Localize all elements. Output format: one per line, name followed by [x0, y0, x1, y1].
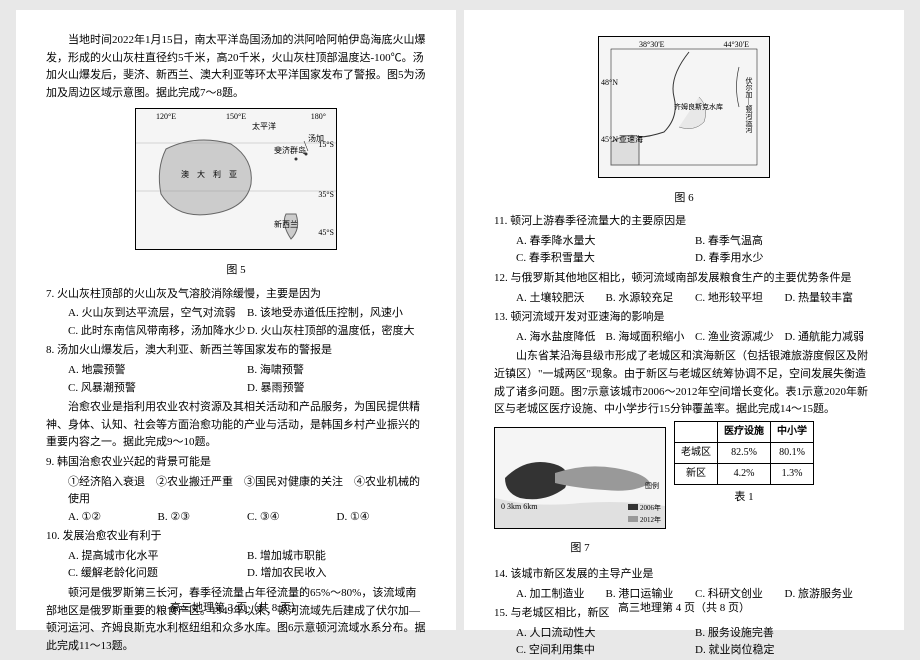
q9-stem: 9. 韩国治愈农业兴起的背景可能是: [46, 454, 426, 472]
q15-A: A. 人口流动性大: [516, 625, 695, 643]
place-qml: 齐姆良斯克水库: [674, 102, 723, 113]
table-1: 医疗设施 中小学 老城区 82.5% 80.1% 新区 4.2% 1.3%: [674, 421, 814, 485]
lat-label: 35°S: [318, 189, 334, 202]
q13-D: D. 通航能力减弱: [785, 329, 875, 347]
page-3: 当地时间2022年1月15日，南太平洋岛国汤加的洪阿哈阿帕伊岛海底火山爆发，形成…: [16, 10, 456, 630]
q10-A: A. 提高城市化水平: [68, 548, 247, 566]
q13-B: B. 海域面积缩小: [606, 329, 696, 347]
figure-7: 图例 2006年 2012年 0 3km 6km: [494, 427, 666, 535]
q13-C: C. 渔业资源减少: [695, 329, 785, 347]
row-new-sch: 1.3%: [771, 463, 814, 484]
row-old-label: 老城区: [675, 442, 718, 463]
q11-stem: 11. 顿河上游春季径流量大的主要原因是: [494, 213, 874, 231]
q12-D: D. 热量较丰富: [785, 290, 875, 308]
legend-2012: 2012年: [640, 516, 661, 524]
q10-D: D. 增加农民收入: [247, 565, 426, 583]
lon-label: 150°E: [226, 111, 246, 124]
table1-label: 表 1: [674, 489, 814, 507]
page-4: 38°30'E 44°30'E 45°N 48°N 亚速海 齐姆良斯克水库 伏尔…: [464, 10, 904, 630]
row-old-med: 82.5%: [718, 442, 771, 463]
lon-label: 44°30'E: [723, 39, 749, 52]
place-fiji: 斐济群岛: [274, 145, 306, 158]
q8-B: B. 海啸预警: [247, 362, 426, 380]
q10-stem: 10. 发展治愈农业有利于: [46, 528, 426, 546]
th-blank: [675, 421, 718, 442]
place-newzealand: 新西兰: [274, 219, 298, 232]
lat-label: 45°N: [601, 134, 618, 147]
lon-label: 38°30'E: [639, 39, 665, 52]
figure-5: 120°E 150°E 180° 15°S 35°S 45°S 澳 大 利 亚 …: [46, 108, 426, 256]
q7-D: D. 火山灰柱顶部的温度低，密度大: [247, 323, 426, 341]
lat-label: 45°S: [318, 227, 334, 240]
legend-2006: 2006年: [640, 504, 661, 512]
q15-B: B. 服务设施完善: [695, 625, 874, 643]
q14-stem: 14. 该城市新区发展的主导产业是: [494, 566, 874, 584]
passage-korea: 治愈农业是指利用农业农村资源及其相关活动和产品服务，为国民提供精神、身体、认知、…: [46, 399, 426, 452]
passage-tonga: 当地时间2022年1月15日，南太平洋岛国汤加的洪阿哈阿帕伊岛海底火山爆发，形成…: [46, 32, 426, 102]
q8-C: C. 风暴潮预警: [68, 380, 247, 398]
q13-stem: 13. 顿河流域开发对亚速海的影响是: [494, 309, 874, 327]
q7-A: A. 火山灰到达平流层，空气对流弱: [68, 305, 247, 323]
q12-B: B. 水源较充足: [606, 290, 696, 308]
q9-B: B. ②③: [158, 509, 248, 527]
q8-A: A. 地震预警: [68, 362, 247, 380]
fig7-scale: 0 3km 6km: [501, 501, 537, 514]
svg-text:图例: 图例: [645, 481, 659, 490]
passage-donriver: 顿河是俄罗斯第三长河，春季径流量占年径流量的65%～80%，该流域南部地区是俄罗…: [46, 585, 426, 655]
q7-stem: 7. 火山灰柱顶部的火山灰及气溶胶消除缓慢，主要是因为: [46, 286, 426, 304]
q8-D: D. 暴雨预警: [247, 380, 426, 398]
passage-shandong: 山东省某沿海县级市形成了老城区和滨海新区（包括银滩旅游度假区及附近镇区）"一城两…: [494, 348, 874, 418]
q8-stem: 8. 汤加火山爆发后，澳大利亚、新西兰等国家发布的警报是: [46, 342, 426, 360]
place-tonga: 汤加: [308, 133, 324, 146]
page3-footer: 高三地理第 3 页（共 8 页）: [16, 600, 456, 618]
page4-footer: 高三地理第 4 页（共 8 页）: [464, 600, 904, 618]
fig5-label: 图 5: [46, 262, 426, 280]
q12-A: A. 土壤较肥沃: [516, 290, 606, 308]
place-azov: 亚速海: [619, 134, 643, 147]
q10-B: B. 增加城市职能: [247, 548, 426, 566]
place-pacific: 太平洋: [252, 121, 276, 134]
fig7-label: 图 7: [494, 540, 666, 558]
row-new-label: 新区: [675, 463, 718, 484]
q9-items: ①经济陷入衰退 ②农业搬迁严重 ③国民对健康的关注 ④农业机械的使用: [46, 474, 426, 509]
q15-D: D. 就业岗位稳定: [695, 642, 874, 660]
lat-label: 48°N: [601, 77, 618, 90]
q12-stem: 12. 与俄罗斯其他地区相比，顿河流域南部发展粮食生产的主要优势条件是: [494, 270, 874, 288]
lon-label: 120°E: [156, 111, 176, 124]
q9-C: C. ③④: [247, 509, 337, 527]
fig6-label: 图 6: [494, 190, 874, 208]
q9-A: A. ①②: [68, 509, 158, 527]
row-new-med: 4.2%: [718, 463, 771, 484]
q11-B: B. 春季气温高: [695, 233, 874, 251]
q9-D: D. ①④: [337, 509, 427, 527]
q11-A: A. 春季降水量大: [516, 233, 695, 251]
q10-C: C. 缓解老龄化问题: [68, 565, 247, 583]
q12-C: C. 地形较平坦: [695, 290, 785, 308]
figure-6: 38°30'E 44°30'E 45°N 48°N 亚速海 齐姆良斯克水库 伏尔…: [494, 36, 874, 184]
q11-C: C. 春季积雪量大: [516, 250, 695, 268]
row-old-sch: 80.1%: [771, 442, 814, 463]
q13-A: A. 海水盐度降低: [516, 329, 606, 347]
th-school: 中小学: [771, 421, 814, 442]
q7-B: B. 该地受赤道低压控制，风速小: [247, 305, 426, 323]
q15-C: C. 空间利用集中: [516, 642, 695, 660]
q7-C: C. 此时东南信风带南移，汤加降水少: [68, 323, 247, 341]
place-volga: 伏尔加—顿河运河: [743, 77, 754, 133]
place-australia: 澳 大 利 亚: [181, 169, 240, 182]
lon-label: 180°: [311, 111, 326, 124]
q11-D: D. 春季用水少: [695, 250, 874, 268]
th-medical: 医疗设施: [718, 421, 771, 442]
